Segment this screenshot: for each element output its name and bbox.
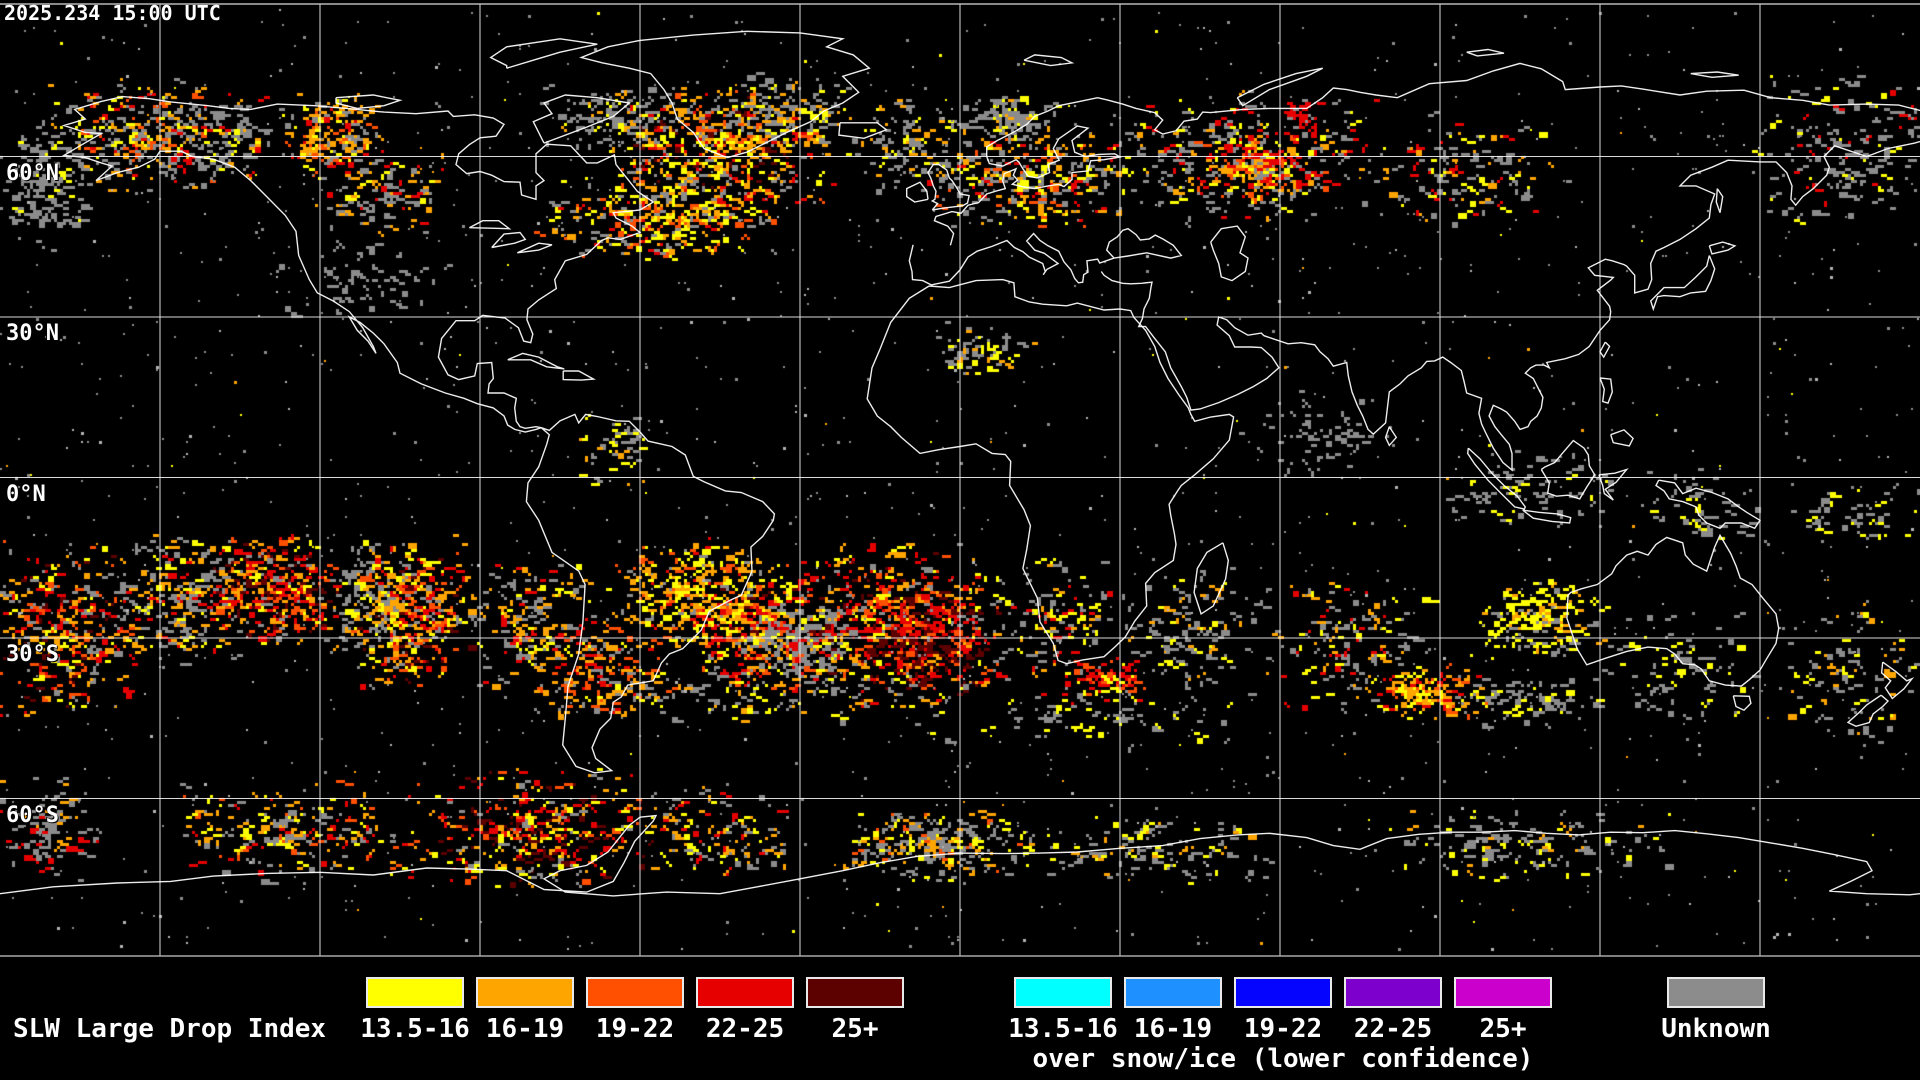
coastline (1655, 479, 1761, 530)
coastline (1649, 255, 1716, 312)
coastline (1732, 695, 1752, 712)
legend-range-label: 25+ (831, 1014, 879, 1044)
latitude-label: 30°N (6, 321, 59, 346)
legend-range-label: 22-25 (705, 1014, 785, 1044)
coastline (866, 278, 1235, 665)
coastline (491, 231, 527, 249)
legend-snowice-22-25-swatch (1344, 977, 1442, 1008)
coastline (507, 352, 565, 370)
legend-snow-ice-note: over snow/ice (lower confidence) (1032, 1044, 1534, 1074)
coastline (517, 242, 553, 254)
legend-range-label: 25+ (1479, 1014, 1527, 1044)
coastline (489, 38, 598, 69)
coastline (1715, 188, 1724, 213)
latitude-label: 30°S (6, 642, 59, 667)
legend-primary-25+-swatch (806, 977, 904, 1008)
coastline (1540, 439, 1596, 500)
coastline (1023, 54, 1075, 67)
coastline (61, 95, 655, 433)
coastline (1690, 71, 1739, 79)
coastline (579, 30, 871, 159)
legend-range-label: 16-19 (485, 1014, 565, 1044)
coastline (525, 413, 776, 774)
coastline (906, 181, 929, 203)
coastline (1598, 468, 1629, 501)
coastline (0, 814, 1920, 897)
coastline (927, 163, 970, 211)
coastline (933, 62, 1920, 246)
legend-unknown-label: Unknown (1661, 1014, 1771, 1044)
coastline (335, 94, 403, 110)
legend-primary-22-25-swatch (696, 977, 794, 1008)
coastline (1100, 140, 1920, 472)
coastline (1599, 341, 1611, 359)
latitude-label: 0°N (6, 481, 46, 507)
coastline (1846, 694, 1890, 728)
coastline (1522, 509, 1572, 524)
coastline (1466, 447, 1527, 510)
legend-range-label: 19-22 (595, 1014, 675, 1044)
coastline (1193, 542, 1230, 615)
coastline (532, 94, 631, 144)
legend-primary-13.5-16-swatch (366, 977, 464, 1008)
coastline (1210, 225, 1249, 282)
legend-snowice-13.5-16-swatch (1014, 977, 1112, 1008)
legend-snowice-25+-swatch (1454, 977, 1552, 1008)
coastline (562, 370, 596, 381)
coastline (468, 219, 512, 230)
legend-range-label: 13.5-16 (360, 1014, 470, 1044)
coastline (1236, 67, 1324, 107)
legend-primary-16-19-swatch (476, 977, 574, 1008)
legend-range-label: 22-25 (1353, 1014, 1433, 1044)
latitude-label: 60°S (6, 802, 59, 828)
legend-snowice-19-22-swatch (1234, 977, 1332, 1008)
legend-range-label: 16-19 (1133, 1014, 1213, 1044)
legend-range-label: 13.5-16 (1008, 1014, 1118, 1044)
legend-unknown-swatch (1667, 977, 1765, 1008)
coastline (1599, 377, 1614, 404)
legend-range-label: 19-22 (1243, 1014, 1323, 1044)
coastline (1566, 533, 1780, 687)
legend-primary-19-22-swatch (586, 977, 684, 1008)
coastline (1384, 426, 1398, 447)
legend-title: SLW Large Drop Index (13, 1014, 327, 1044)
coastline (838, 122, 888, 140)
timestamp-label: 2025.234 15:00 UTC (4, 1, 221, 25)
coastline (908, 227, 1183, 286)
coastline (1466, 48, 1505, 57)
legend-snowice-16-19-swatch (1124, 977, 1222, 1008)
coastline (1610, 429, 1634, 447)
latitude-label: 60°N (6, 160, 59, 186)
coastline (1880, 661, 1915, 700)
coastline (1708, 241, 1737, 255)
